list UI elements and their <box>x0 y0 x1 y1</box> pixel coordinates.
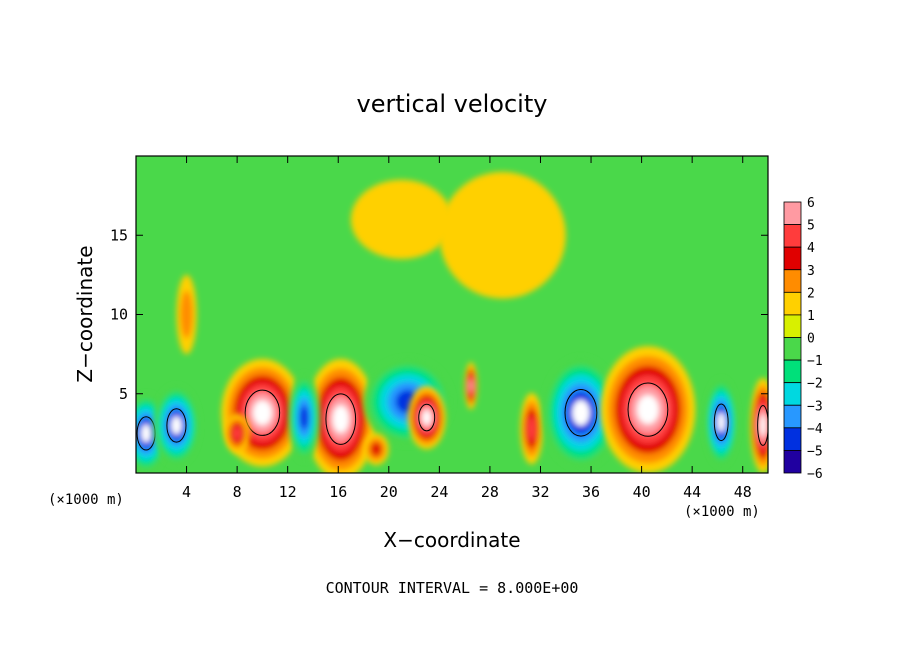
heat-cell <box>363 433 389 466</box>
colorbar-label: 1 <box>807 309 815 324</box>
x-tick-label: 12 <box>279 483 297 501</box>
colorbar-label: −3 <box>807 399 823 414</box>
colorbar-label: 6 <box>807 196 815 211</box>
colorbar-swatch <box>783 201 802 225</box>
colorbar-swatch <box>783 404 802 429</box>
x-tick-label: 8 <box>233 483 242 501</box>
colorbar-swatch <box>783 337 802 361</box>
colorbar-label: 5 <box>807 219 815 234</box>
heat-cell <box>305 358 377 473</box>
heat-contour-level <box>180 290 193 339</box>
x-tick-label: 28 <box>481 483 499 501</box>
y-tick-label: 5 <box>119 385 128 403</box>
colorbar-label: −5 <box>807 444 823 459</box>
heat-contour-level <box>370 442 382 457</box>
heat-cell <box>750 377 768 473</box>
colorbar-swatch <box>783 246 802 271</box>
colorbar-swatch <box>783 291 802 316</box>
colorbar-swatch <box>783 427 802 451</box>
heat-cell <box>464 362 478 410</box>
heatmap-field <box>136 171 768 473</box>
heat-cell <box>407 385 446 450</box>
colorbar-label: 4 <box>807 241 815 256</box>
contour-line <box>627 382 669 437</box>
heat-contour-level <box>572 399 590 426</box>
heat-contour-level <box>439 171 566 299</box>
colorbar-swatch <box>783 269 802 293</box>
heat-cell <box>600 346 696 473</box>
x-tick-label: 44 <box>683 483 701 501</box>
colorbar-label: 3 <box>807 264 815 279</box>
y-axis-label: Z−coordinate <box>73 245 97 382</box>
heat-cell <box>543 357 619 469</box>
heat-contour-level <box>527 416 536 441</box>
colorbar: 6 5 4 3 2 1 0 −1 −2 −3 −4 −5 −6 <box>783 196 823 482</box>
heat-contour-level <box>350 179 452 260</box>
colorbar-swatch <box>783 224 802 248</box>
colorbar-swatch <box>783 382 802 406</box>
heat-contour-level <box>636 394 659 425</box>
colorbar-swatch <box>783 314 802 338</box>
colorbar-label: −4 <box>807 422 823 437</box>
heat-contour-level <box>760 414 766 437</box>
heat-cell <box>520 392 544 465</box>
contour-line <box>418 403 436 432</box>
heat-contour-level <box>299 405 309 430</box>
heat-cell <box>439 171 566 299</box>
x-tick-label: 24 <box>430 483 448 501</box>
x-tick-label: 20 <box>380 483 398 501</box>
contour-interval-footer: CONTOUR INTERVAL = 8.000E+00 <box>326 579 579 597</box>
x-tick-label: 36 <box>582 483 600 501</box>
x-tick-label: 40 <box>633 483 651 501</box>
contour-line <box>713 403 729 442</box>
colorbar-label: −2 <box>807 377 823 392</box>
y-axis-ticks: 5 10 15 <box>110 226 768 403</box>
heat-contour-level <box>232 426 242 440</box>
contour-line <box>166 408 187 443</box>
x-unit-right: (×1000 m) <box>684 504 760 520</box>
heat-cell <box>350 179 452 260</box>
x-unit-left: (×1000 m) <box>48 492 124 508</box>
heat-contour-level <box>717 412 726 433</box>
heat-cell <box>288 373 320 462</box>
y-tick-label: 10 <box>110 306 128 324</box>
colorbar-swatch <box>783 450 802 474</box>
contour-line <box>564 388 598 437</box>
heat-contour-level <box>141 424 152 443</box>
heat-contour-level <box>468 379 473 393</box>
heat-cell <box>153 385 200 466</box>
x-tick-label: 48 <box>734 483 752 501</box>
colorbar-label: 0 <box>807 332 815 347</box>
x-tick-label: 32 <box>531 483 549 501</box>
heat-contour-level <box>332 405 349 434</box>
x-tick-label: 16 <box>329 483 347 501</box>
chart-title: vertical velocity <box>357 90 548 118</box>
colorbar-swatch <box>783 359 802 384</box>
heat-contour-level <box>171 416 182 435</box>
colorbar-label: −6 <box>807 467 823 482</box>
contour-line <box>757 404 768 446</box>
contour-line <box>244 389 281 436</box>
x-axis-label: X−coordinate <box>383 528 520 552</box>
heat-contour-level <box>422 410 432 425</box>
heat-cell <box>176 274 197 355</box>
contour-line <box>325 393 357 445</box>
heat-cell <box>224 413 250 454</box>
x-axis-ticks: 4 8 12 16 20 24 28 32 36 40 44 48 <box>182 156 752 501</box>
colorbar-label: −1 <box>807 354 823 369</box>
x-tick-label: 4 <box>182 483 191 501</box>
heat-contour-level <box>252 400 272 426</box>
heat-cell <box>704 378 738 466</box>
y-tick-label: 15 <box>110 226 128 244</box>
colorbar-label: 2 <box>807 286 815 301</box>
